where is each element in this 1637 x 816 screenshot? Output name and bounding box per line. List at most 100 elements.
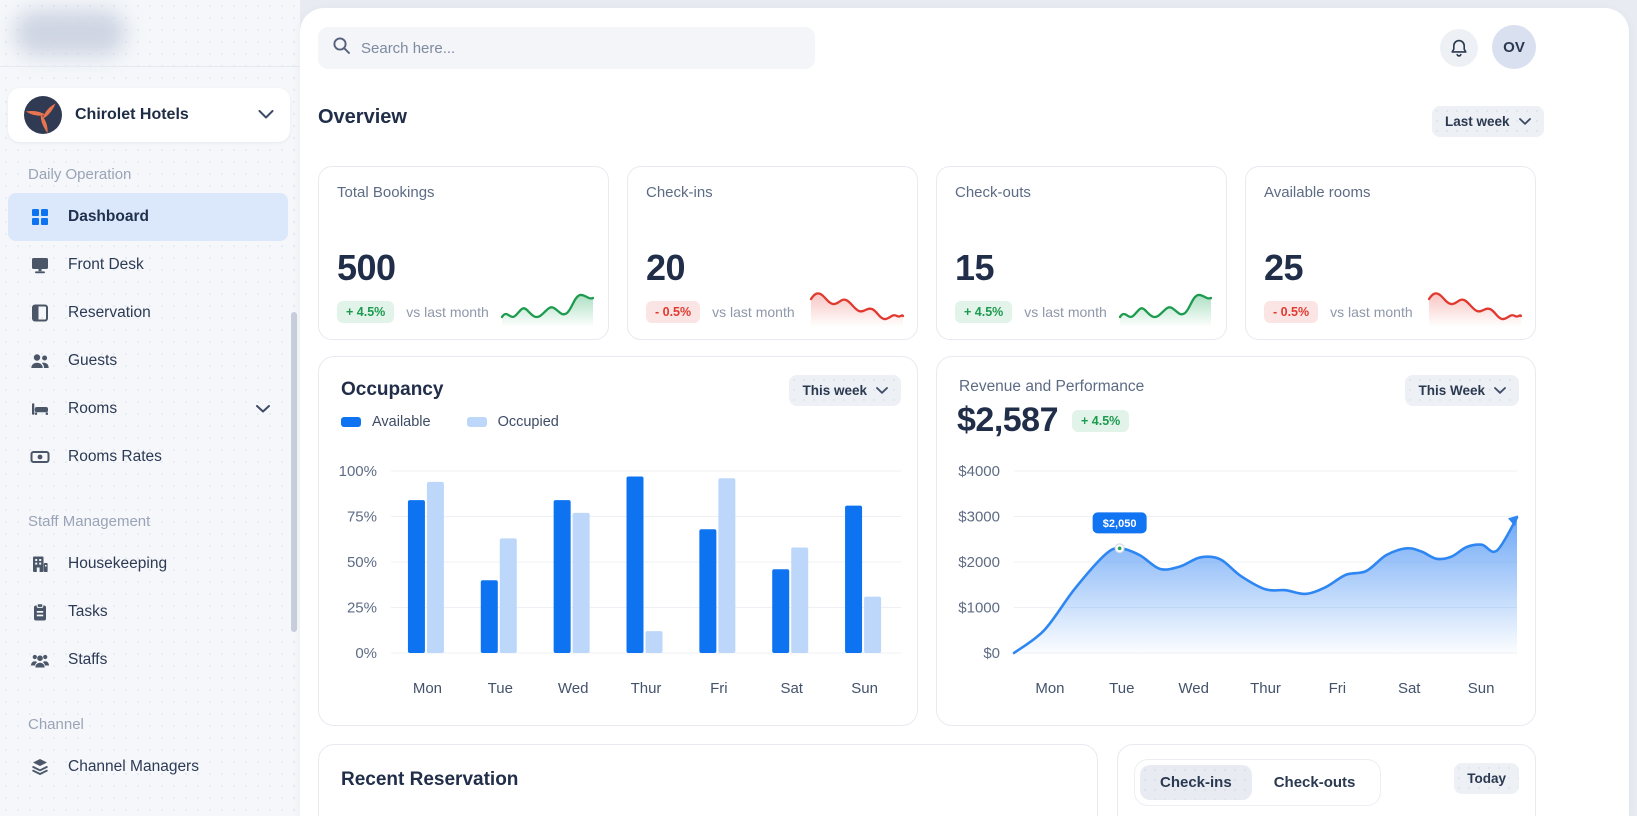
svg-text:Mon: Mon bbox=[413, 680, 442, 697]
svg-text:$3000: $3000 bbox=[958, 509, 1000, 526]
sidebar-item-staffs[interactable]: Staffs bbox=[8, 636, 288, 684]
sidebar-item-channel-managers[interactable]: Channel Managers bbox=[8, 743, 288, 791]
sidebar-item-housekeeping[interactable]: Housekeeping bbox=[8, 540, 288, 588]
sidebar-item-tasks[interactable]: Tasks bbox=[8, 588, 288, 636]
legend-swatch-available bbox=[341, 417, 361, 427]
sidebar-item-label: Housekeeping bbox=[68, 555, 168, 572]
range-label: This Week bbox=[1418, 383, 1485, 398]
sparkline-down bbox=[809, 292, 905, 327]
svg-text:$0: $0 bbox=[983, 645, 1000, 662]
sidebar-item-label: Channel Managers bbox=[68, 758, 199, 775]
stat-value: 500 bbox=[337, 247, 396, 288]
svg-text:50%: 50% bbox=[347, 554, 377, 571]
sidebar-item-label: Tasks bbox=[68, 603, 108, 620]
stat-title: Available rooms bbox=[1264, 184, 1371, 201]
chevron-down-icon bbox=[1494, 387, 1506, 394]
occupancy-bar-chart: 100% 75% 50% 25% 0% Mon Tue Wed Thur Fri Sat Sun bbox=[339, 463, 901, 697]
staffs-group-icon bbox=[31, 654, 49, 668]
legend-label: Occupied bbox=[497, 414, 559, 430]
stat-caption: vs last month bbox=[406, 304, 489, 320]
occupancy-title: Occupancy bbox=[341, 379, 444, 400]
hotel-selector[interactable]: Chirolet Hotels bbox=[8, 88, 290, 142]
svg-text:Sun: Sun bbox=[1468, 680, 1495, 697]
stat-caption: vs last month bbox=[1024, 304, 1107, 320]
delta-badge: - 0.5% bbox=[1264, 301, 1319, 323]
svg-text:$4000: $4000 bbox=[958, 463, 1000, 480]
sidebar-item-label: Front Desk bbox=[68, 256, 144, 273]
svg-text:Wed: Wed bbox=[1178, 680, 1209, 697]
svg-text:Mon: Mon bbox=[1035, 680, 1064, 697]
search-icon bbox=[332, 36, 351, 60]
sparkline-up bbox=[500, 293, 595, 327]
today-label: Today bbox=[1467, 771, 1506, 786]
svg-text:Sat: Sat bbox=[780, 680, 803, 697]
revenue-tooltip: $2,050 bbox=[1092, 512, 1147, 534]
svg-text:Thur: Thur bbox=[631, 680, 662, 697]
sidebar-item-label: Guests bbox=[68, 352, 118, 369]
main-panel: OV Overview Last week Total Bookings bbox=[300, 8, 1629, 816]
stat-title: Total Bookings bbox=[337, 184, 435, 201]
occupancy-range-dropdown[interactable]: This week bbox=[789, 375, 901, 406]
svg-text:$1000: $1000 bbox=[958, 600, 1000, 617]
occupancy-card: Occupancy This week Available Occupied 1… bbox=[318, 356, 918, 726]
sidebar-item-guests[interactable]: Guests bbox=[8, 337, 288, 385]
clipboard-icon bbox=[34, 603, 46, 621]
user-avatar[interactable]: OV bbox=[1492, 25, 1536, 69]
svg-text:Thur: Thur bbox=[1250, 680, 1281, 697]
section-label-staff-management: Staff Management bbox=[28, 513, 151, 530]
notifications-button[interactable] bbox=[1440, 29, 1478, 67]
chevron-down-icon bbox=[876, 387, 888, 394]
section-label-daily-operation: Daily Operation bbox=[28, 166, 132, 183]
divider bbox=[0, 66, 300, 67]
range-label: This week bbox=[802, 383, 867, 398]
stat-title: Check-outs bbox=[955, 184, 1031, 201]
revenue-delta-badge: + 4.5% bbox=[1072, 409, 1130, 432]
blurred-app-logo bbox=[14, 10, 126, 56]
search-input[interactable] bbox=[361, 39, 801, 57]
sidebar-item-rooms-rates[interactable]: Rooms Rates bbox=[8, 433, 288, 481]
sidebar: Chirolet Hotels Daily Operation Dashboar… bbox=[0, 0, 300, 816]
sidebar-item-label: Rooms Rates bbox=[68, 448, 162, 465]
stat-value: 15 bbox=[955, 247, 995, 288]
sparkline-up bbox=[1118, 293, 1213, 327]
sidebar-scrollbar[interactable] bbox=[291, 312, 297, 632]
hotel-name: Chirolet Hotels bbox=[75, 106, 189, 123]
tab-check-outs[interactable]: Check-outs bbox=[1273, 774, 1356, 791]
stat-value: 25 bbox=[1264, 247, 1304, 288]
sidebar-item-label: Staffs bbox=[68, 651, 108, 668]
delta-badge: - 0.5% bbox=[646, 301, 701, 323]
stat-card-available-rooms: Available rooms 25 - 0.5% vs last month bbox=[1245, 166, 1536, 340]
bed-icon bbox=[32, 403, 48, 415]
checkins-checkouts-tabs: Check-ins Check-outs bbox=[1134, 759, 1382, 806]
revenue-range-dropdown[interactable]: This Week bbox=[1405, 375, 1519, 406]
stat-card-total-bookings: Total Bookings 500 + 4.5% vs last month bbox=[318, 166, 609, 340]
sidebar-item-reservation[interactable]: Reservation bbox=[8, 289, 288, 337]
stat-title: Check-ins bbox=[646, 184, 713, 201]
svg-text:Tue: Tue bbox=[1109, 680, 1134, 697]
search-bar bbox=[318, 27, 815, 69]
tab-check-ins[interactable]: Check-ins bbox=[1140, 765, 1252, 800]
recent-reservation-title: Recent Reservation bbox=[341, 769, 519, 790]
today-filter-chip[interactable]: Today bbox=[1454, 763, 1519, 794]
svg-text:Wed: Wed bbox=[558, 680, 589, 697]
bell-icon bbox=[1451, 39, 1467, 57]
revenue-card: Revenue and Performance This Week $2,587… bbox=[936, 356, 1536, 726]
overview-range-dropdown[interactable]: Last week bbox=[1432, 106, 1544, 137]
delta-badge: + 4.5% bbox=[337, 301, 395, 323]
svg-text:Sat: Sat bbox=[1398, 680, 1421, 697]
sidebar-item-front-desk[interactable]: Front Desk bbox=[8, 241, 288, 289]
banknote-icon bbox=[30, 451, 50, 463]
chevron-down-icon bbox=[1518, 118, 1531, 125]
sidebar-nav: Daily Operation Dashboard Front Desk bbox=[0, 152, 300, 791]
sidebar-item-rooms[interactable]: Rooms bbox=[8, 385, 288, 433]
sidebar-item-dashboard[interactable]: Dashboard bbox=[8, 193, 288, 241]
sidebar-item-label: Rooms bbox=[68, 400, 118, 417]
svg-text:0%: 0% bbox=[355, 645, 377, 662]
stat-caption: vs last month bbox=[1330, 304, 1413, 320]
revenue-area-chart: $4000 $3000 $2000 $1000 $0 Mon Tue Wed Thur Fri Sa… bbox=[958, 463, 1519, 697]
monitor-icon bbox=[32, 258, 48, 274]
svg-text:100%: 100% bbox=[339, 463, 377, 480]
svg-text:Tue: Tue bbox=[488, 680, 513, 697]
svg-text:Fri: Fri bbox=[1329, 680, 1347, 697]
